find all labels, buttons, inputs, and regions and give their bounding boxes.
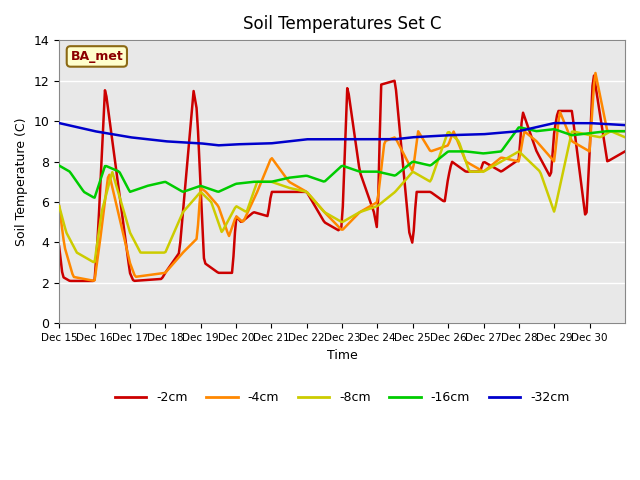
X-axis label: Time: Time [326, 348, 358, 362]
Text: BA_met: BA_met [70, 50, 124, 63]
Y-axis label: Soil Temperature (C): Soil Temperature (C) [15, 118, 28, 246]
Title: Soil Temperatures Set C: Soil Temperatures Set C [243, 15, 442, 33]
Legend: -2cm, -4cm, -8cm, -16cm, -32cm: -2cm, -4cm, -8cm, -16cm, -32cm [110, 386, 574, 409]
